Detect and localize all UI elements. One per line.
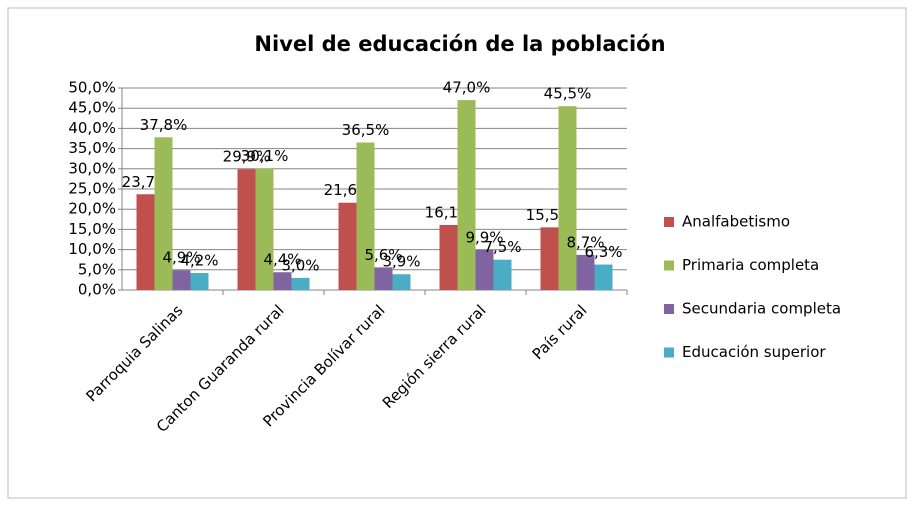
data-label: 30,1% [241,147,289,165]
bar [375,267,393,290]
bar [191,273,209,290]
data-label: 4,2% [180,252,218,270]
bar [458,100,476,290]
bar [256,168,274,290]
data-label: 3,0% [281,256,319,274]
y-tick-label: 0,0% [78,281,116,299]
legend-swatch [664,304,674,314]
y-tick-label: 25,0% [68,180,116,198]
bar [238,169,256,290]
data-label: 36,5% [342,121,390,139]
y-tick-label: 45,0% [68,99,116,117]
bar [274,272,292,290]
chart-title: Nivel de educación de la población [254,32,665,56]
data-label: 37,8% [140,116,188,134]
y-tick-label: 5,0% [78,260,116,278]
y-tick-label: 50,0% [68,79,116,97]
bar [173,270,191,290]
y-tick-label: 10,0% [68,240,116,258]
bar [339,203,357,290]
legend-swatch [664,261,674,271]
bar [440,225,458,290]
y-tick-label: 20,0% [68,200,116,218]
data-label: 7,5% [483,238,521,256]
bar [595,265,613,290]
legend-label: Primaria completa [682,256,819,274]
legend-label: Educación superior [682,343,826,361]
legend-swatch [664,217,674,227]
bar [541,227,559,290]
chart: Nivel de educación de la población 0,0% 5… [0,0,915,506]
data-label: 6,3% [584,243,622,261]
legend-swatch [664,348,674,358]
data-label: 3,9% [382,253,420,271]
bar [559,106,577,290]
bar [292,278,310,290]
data-label: 45,5% [544,85,592,103]
legend-label: Secundaria completa [682,300,841,318]
y-tick-label: 40,0% [68,119,116,137]
y-tick-label: 35,0% [68,139,116,157]
legend-label: Analfabetismo [682,213,790,231]
y-tick-label: 30,0% [68,159,116,177]
bar [494,260,512,290]
bar [155,137,173,290]
data-label: 47,0% [443,79,491,97]
bar [393,274,411,290]
bar [137,194,155,290]
bar [357,143,375,290]
y-tick-label: 15,0% [68,220,116,238]
